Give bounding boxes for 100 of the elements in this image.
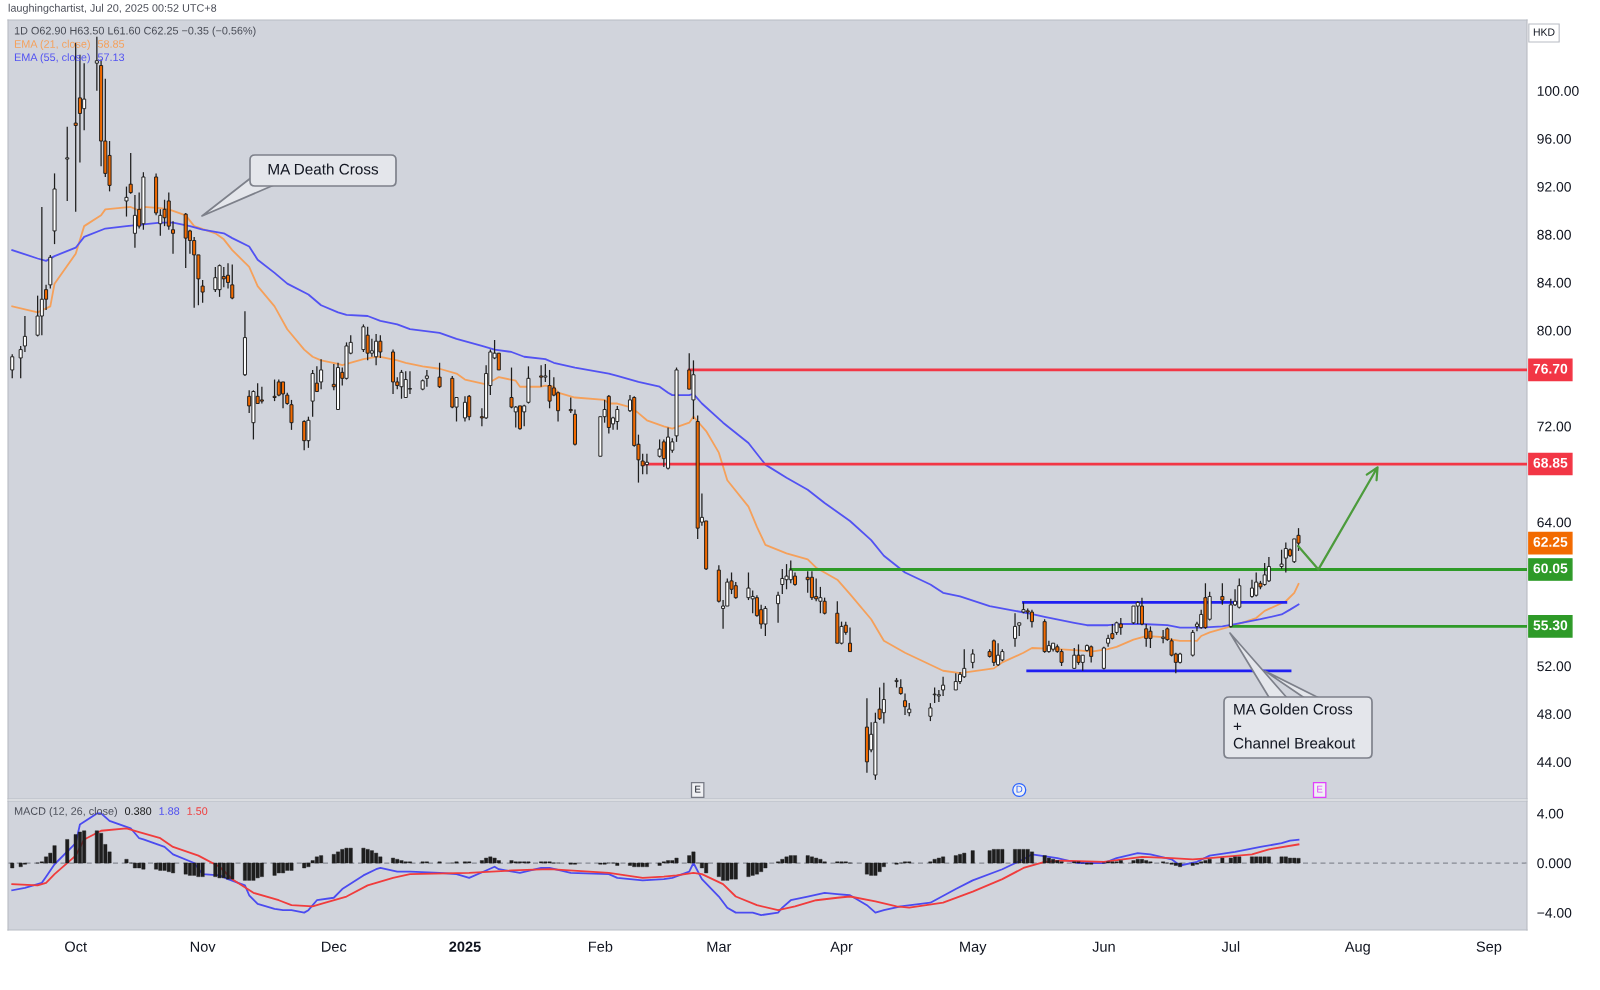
bar	[628, 862, 632, 866]
bar	[1258, 856, 1263, 864]
candlestick	[848, 626, 853, 653]
annotation: 58.85	[97, 40, 125, 48]
candlestick	[403, 370, 408, 399]
bar	[44, 856, 48, 864]
bar	[1296, 858, 1301, 864]
bar	[1042, 855, 1047, 864]
candlestick	[365, 326, 370, 361]
bar	[1135, 859, 1140, 864]
bar	[670, 860, 675, 864]
annotation: 1D O62.90 H63.50 L61.60 C62.25 −0.35 (−0.56%)	[14, 26, 256, 37]
candlestick	[319, 358, 324, 390]
candlestick	[750, 589, 755, 614]
candlestick	[1144, 623, 1149, 648]
line-series	[11, 827, 1300, 912]
bar	[137, 862, 142, 869]
bar	[509, 860, 514, 864]
series-label: 76.70	[1533, 363, 1568, 374]
bar	[289, 862, 294, 871]
bar	[10, 862, 15, 869]
y-tick-label: −4.00	[1537, 907, 1572, 918]
bar	[340, 849, 345, 864]
bar	[285, 862, 290, 871]
annotation: MA Death Cross	[268, 163, 379, 175]
bar	[221, 862, 226, 879]
bar	[230, 862, 235, 880]
bar	[378, 856, 383, 864]
bar	[496, 860, 501, 864]
annotation: E	[1317, 785, 1323, 793]
bar	[869, 862, 874, 876]
bar	[276, 862, 281, 874]
bar	[1131, 860, 1136, 864]
annotation: 1.88	[159, 807, 180, 815]
bar	[1203, 860, 1208, 864]
bar	[1190, 862, 1195, 866]
y-tick-label: 44.00	[1537, 757, 1571, 768]
bar	[932, 859, 937, 864]
bar	[1266, 856, 1271, 864]
candlestick	[306, 416, 311, 449]
bar	[213, 862, 218, 877]
candlestick	[374, 333, 379, 366]
x-tick-label: Apr	[830, 941, 853, 955]
annotation: 0.380	[124, 807, 152, 815]
bar	[1220, 857, 1225, 864]
bar	[1237, 856, 1242, 864]
bar	[953, 855, 958, 864]
bar	[158, 862, 163, 871]
bar	[640, 862, 645, 867]
candlestick	[1135, 600, 1140, 625]
x-tick-label: Jun	[1092, 941, 1115, 952]
annotation: 62.25	[1533, 537, 1568, 547]
bar	[716, 862, 721, 877]
bar	[725, 862, 730, 881]
bar	[636, 862, 641, 867]
y-tick-label: 0.000	[1537, 858, 1571, 869]
annotation: E	[695, 785, 701, 793]
bar	[302, 862, 307, 869]
candlestick	[556, 390, 561, 423]
bar	[492, 857, 497, 864]
bar	[162, 862, 167, 871]
bar	[818, 859, 823, 864]
annotation: 57.13	[97, 53, 125, 62]
bar	[687, 855, 692, 864]
candlestick	[10, 353, 15, 379]
bar	[746, 862, 751, 877]
bar	[484, 857, 489, 864]
bar	[1144, 860, 1149, 864]
bar	[1118, 860, 1123, 864]
bar	[1173, 862, 1178, 866]
x-tick-label: Aug	[1344, 941, 1370, 955]
bar	[247, 862, 252, 881]
candlestick	[302, 419, 307, 451]
bar	[141, 862, 146, 870]
annotation: D	[1016, 785, 1023, 793]
bar	[183, 862, 188, 875]
bar	[987, 850, 992, 864]
candlestick	[217, 263, 222, 298]
x-tick-label: Feb	[589, 941, 613, 952]
bar	[763, 862, 768, 869]
bar	[369, 850, 374, 864]
x-tick-label: May	[960, 941, 987, 955]
candlestick	[1266, 556, 1271, 583]
candlestick	[526, 365, 531, 405]
y-tick-label: 84.00	[1537, 277, 1571, 288]
candlestick	[259, 386, 264, 405]
candlestick	[124, 185, 129, 218]
bar	[1021, 849, 1026, 864]
candlestick	[1139, 597, 1144, 626]
bar	[314, 856, 319, 864]
candlestick	[1237, 577, 1242, 610]
bar	[1055, 860, 1060, 864]
x-tick-label: Nov	[190, 941, 216, 952]
bar	[962, 852, 967, 864]
candlestick	[65, 126, 70, 202]
bar	[200, 862, 205, 877]
bar	[970, 850, 975, 864]
bar	[1292, 857, 1297, 864]
x-tick-label: Dec	[322, 941, 347, 952]
bar	[704, 862, 709, 874]
